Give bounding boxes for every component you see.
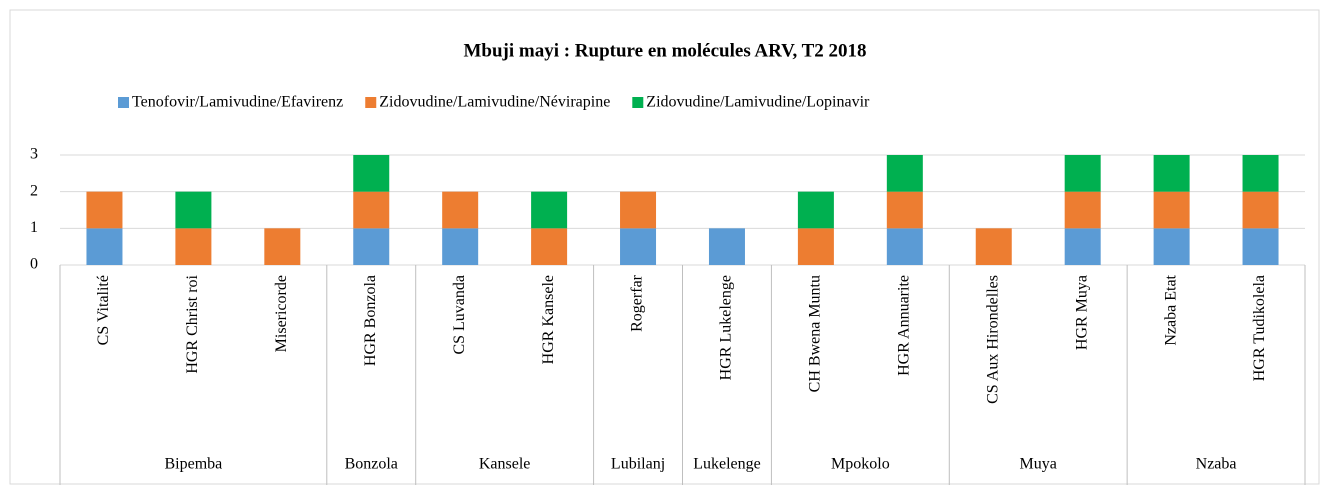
- bar-segment: [1242, 191, 1279, 229]
- x-tick-label: CH Bwena Muntu: [807, 275, 824, 392]
- bar-segment: [620, 191, 657, 229]
- bar-segment: [1064, 155, 1101, 192]
- bar-segment: [1153, 155, 1190, 192]
- group-label: Lukelenge: [693, 456, 761, 473]
- x-tick-label: Nzaba Etat: [1162, 274, 1179, 345]
- bar-segment: [1242, 155, 1279, 192]
- bar-segment: [797, 228, 834, 265]
- bar-segment: [86, 191, 123, 229]
- bar-segment: [886, 228, 923, 265]
- bar-segment: [353, 228, 390, 265]
- legend-swatch: [365, 97, 377, 108]
- legend-label: Zidovudine/Lamivudine/Lopinavir: [646, 94, 870, 111]
- bar-segment: [531, 191, 568, 229]
- x-tick-label: HGR Bonzola: [362, 275, 379, 366]
- bar-segment: [442, 191, 479, 229]
- group-label: Bonzola: [345, 456, 398, 473]
- chart-frame: [9, 9, 1320, 485]
- bar-segment: [86, 228, 123, 265]
- bar-segment: [886, 155, 923, 192]
- legend-label: Zidovudine/Lamivudine/Névirapine: [379, 94, 610, 111]
- bar-segment: [175, 191, 212, 229]
- group-label: Muya: [1020, 456, 1057, 473]
- chart-title: Mbuji mayi : Rupture en molécules ARV, T…: [463, 40, 866, 61]
- bar-segment: [175, 228, 212, 265]
- y-tick-label: 1: [30, 219, 38, 236]
- y-tick-label: 2: [30, 182, 38, 199]
- x-tick-label: CS Luvanda: [451, 275, 468, 355]
- x-tick-label: Misericorde: [273, 275, 290, 352]
- bar-segment: [442, 228, 479, 265]
- x-tick-label: HGR Christ roi: [184, 274, 201, 373]
- bar-segment: [1153, 191, 1190, 229]
- bar-segment: [797, 191, 834, 229]
- legend-swatch: [632, 97, 644, 108]
- y-tick-label: 0: [30, 256, 38, 273]
- x-tick-label: HGR Muya: [1073, 275, 1090, 350]
- bar-segment: [1064, 191, 1101, 229]
- group-label: Nzaba: [1196, 456, 1237, 473]
- group-label: Kansele: [479, 456, 531, 473]
- group-label: Lubilanj: [611, 456, 665, 473]
- bar-segment: [708, 228, 745, 265]
- bar-segment: [620, 228, 657, 265]
- x-tick-label: HGR Annuarite: [895, 275, 912, 376]
- bar-segment: [886, 191, 923, 229]
- bar-segment: [264, 228, 301, 265]
- x-tick-label: Rogerfar: [629, 274, 646, 332]
- bar-segment: [975, 228, 1012, 265]
- group-label: Bipemba: [165, 456, 223, 473]
- bar-segment: [1153, 228, 1190, 265]
- bar-segment: [531, 228, 568, 265]
- x-tick-label: HGR Kansele: [540, 275, 557, 364]
- group-label: Mpokolo: [831, 456, 890, 473]
- legend-swatch: [118, 97, 129, 108]
- bar-segment: [353, 191, 390, 229]
- bar-segment: [1242, 228, 1279, 265]
- x-tick-label: HGR Lukelenge: [718, 275, 735, 380]
- bar-segment: [1064, 228, 1101, 265]
- x-tick-label: HGR Tudikolela: [1251, 275, 1268, 381]
- x-tick-label: CS Vitalité: [95, 275, 112, 345]
- y-tick-label: 3: [30, 146, 38, 163]
- legend-label: Tenofovir/Lamivudine/Efavirenz: [132, 94, 343, 111]
- x-tick-label: CS Aux Hirondelles: [984, 275, 1001, 404]
- bar-segment: [353, 155, 390, 192]
